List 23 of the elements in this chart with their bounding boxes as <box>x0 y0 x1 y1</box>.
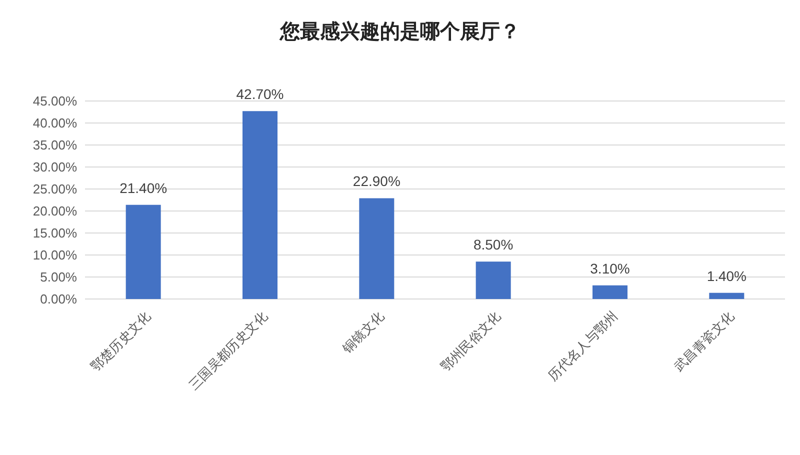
value-label: 42.70% <box>236 86 284 102</box>
ytick: 5.00% <box>40 270 77 284</box>
xtick: 铜镜文化 <box>339 308 387 356</box>
ytick: 25.00% <box>32 182 77 196</box>
ytick: 35.00% <box>32 138 77 152</box>
value-label: 3.10% <box>590 260 630 276</box>
value-label: 22.90% <box>352 173 400 190</box>
ytick: 45.00% <box>32 94 77 108</box>
title: 您最感兴趣的是哪个展厅？ <box>280 21 520 43</box>
ytick: 40.00% <box>32 116 77 130</box>
ytick: 15.00% <box>32 226 77 240</box>
value-label: 21.40% <box>120 180 168 196</box>
value-label: 1.40% <box>706 268 747 284</box>
ytick: 0.00% <box>40 292 77 306</box>
xtick: 历代名人与鄂州 <box>545 308 620 384</box>
xtick: 鄂州民俗文化 <box>438 308 504 374</box>
ytick: 30.00% <box>32 160 77 174</box>
value-label: 8.50% <box>473 236 514 253</box>
xtick: 武昌青瓷文化 <box>671 308 737 374</box>
ytick: 10.00% <box>32 248 77 262</box>
ytick: 20.00% <box>32 204 77 218</box>
xtick: 鄂楚历史文化 <box>88 308 154 374</box>
xtick: 三国吴都历史文化 <box>186 308 270 393</box>
